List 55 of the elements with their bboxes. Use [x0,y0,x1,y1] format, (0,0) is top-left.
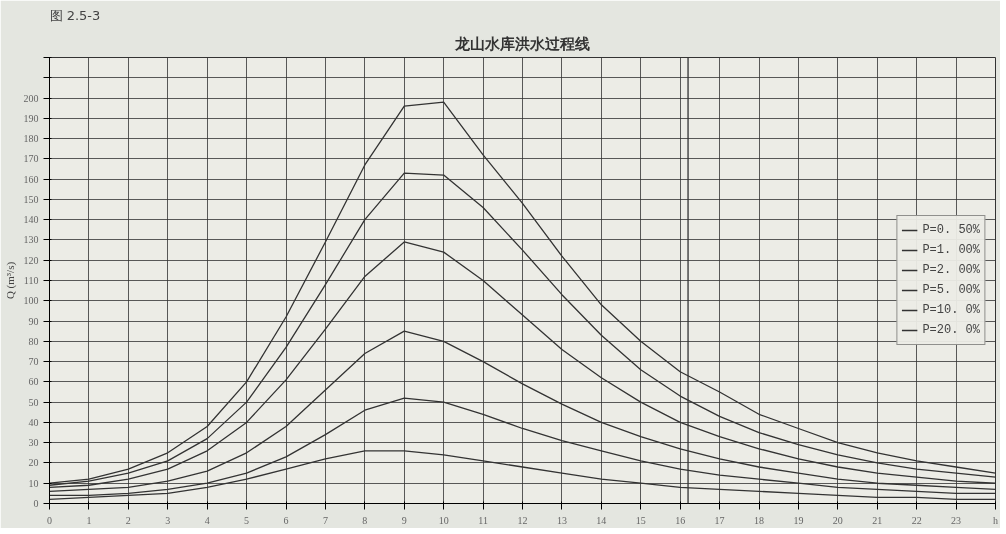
legend-label: P=1. 00% [922,243,980,257]
x-tick-label: 3 [165,514,171,526]
legend-label: P=2. 00% [922,263,980,277]
y-axis-title: Q (m³/s) [3,261,17,300]
x-tick-label: 8 [362,514,368,526]
y-tick-label: 50 [28,396,39,408]
x-tick-label: 14 [596,514,607,526]
x-tick-label: h [993,514,998,526]
y-tick-label: 200 [23,92,39,104]
x-tick-label: 2 [125,514,131,526]
x-tick-label: 19 [793,514,804,526]
x-tick-label: 20 [832,514,843,526]
y-tick-label: 10 [28,477,39,489]
y-tick-label: 170 [23,153,39,165]
y-tick-label: 110 [23,275,39,286]
x-tick-label: 16 [675,514,686,526]
x-tick-label: 23 [951,514,962,526]
y-tick-label: 100 [23,295,39,307]
y-tick-label: 190 [23,112,39,124]
x-tick-label: 12 [517,514,528,526]
x-tick-label: 9 [401,514,407,526]
x-tick-label: 21 [872,514,883,526]
x-tick-label: 18 [754,514,764,526]
y-tick-label: 90 [28,315,39,327]
legend-label: P=20. 0% [922,323,980,337]
y-tick-label: 130 [23,234,39,246]
x-tick-label: 10 [438,514,449,526]
y-tick-label: 180 [23,133,39,145]
y-tick-label: 40 [28,416,39,428]
legend-label: P=10. 0% [922,303,980,317]
x-tick-label: 6 [283,514,289,526]
y-tick-label: 160 [23,173,39,185]
y-tick-label: 0 [33,498,39,509]
y-tick-label: 120 [23,254,39,266]
x-tick-label: 0 [47,514,52,526]
legend-label: P=0. 50% [922,223,980,237]
x-tick-label: 1 [86,514,92,526]
x-tick-label: 13 [556,514,567,526]
x-tick-label: 15 [635,514,646,526]
x-tick-label: 22 [911,514,922,526]
y-tick-label: 30 [28,437,39,449]
x-tick-label: 7 [322,514,328,526]
y-tick-label: 140 [23,214,39,226]
x-tick-label: 17 [714,514,725,526]
x-tick-label: 5 [244,514,250,526]
y-tick-label: 20 [28,457,39,469]
chart-title: 龙山水库洪水过程线 [454,34,590,53]
x-tick-label: 4 [204,514,210,526]
y-tick-label: 70 [28,356,39,368]
caption: 图 2.5-3 [49,7,101,23]
legend-label: P=5. 00% [922,283,980,297]
x-tick-label: 11 [478,514,488,526]
y-tick-label: 80 [28,335,39,347]
y-tick-label: 150 [23,193,39,205]
y-tick-label: 60 [28,376,39,388]
